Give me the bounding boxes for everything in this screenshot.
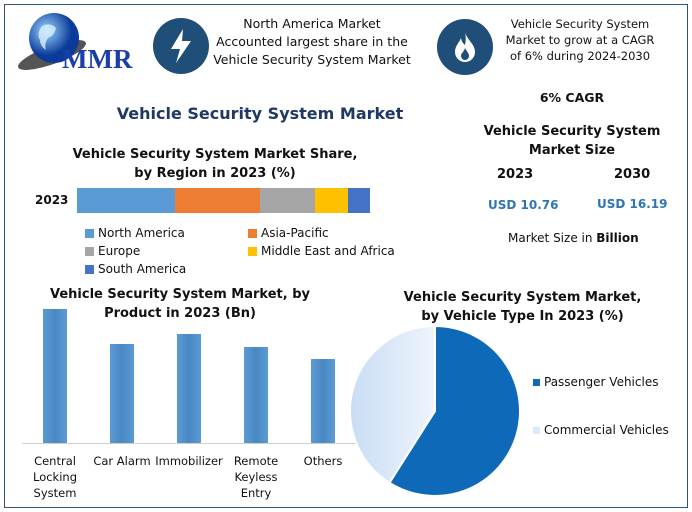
logo-text: MMR: [62, 44, 133, 74]
legend-label: Asia-Pacific: [261, 226, 329, 240]
year-2030: 2030: [614, 167, 651, 182]
year-2023: 2023: [497, 167, 534, 182]
product-tick-label: Remote Keyless Entry: [233, 454, 279, 500]
cagr-label: 6% CAGR: [539, 90, 605, 105]
flame-icon: [437, 19, 493, 75]
region-chart-title: Vehicle Security System Market Share, by…: [72, 147, 358, 181]
mmr-logo: MMR: [12, 10, 142, 75]
region-stacked-bar: [77, 188, 370, 213]
pie-legend-item: Passenger Vehicles: [533, 375, 658, 389]
legend-label: South America: [98, 262, 187, 276]
note-unit: Billion: [596, 231, 639, 245]
legend-item: Middle East and Africa: [248, 244, 395, 258]
product-chart-title: Vehicle Security System Market, by Produ…: [50, 287, 310, 321]
highlight-cagr: Vehicle Security System Market to grow a…: [505, 17, 655, 63]
region-segment-europe: [259, 188, 315, 213]
legend-item: Europe: [85, 244, 140, 258]
highlight-north-america: North America Market Accounted largest s…: [213, 16, 411, 67]
legend-label: North America: [98, 226, 185, 240]
market-size-note: Market Size in Billion: [508, 231, 639, 245]
product-tick-label: Car Alarm: [93, 454, 151, 468]
legend-item: Asia-Pacific: [248, 226, 329, 240]
vehicle-chart-title: Vehicle Security System Market, by Vehic…: [403, 290, 642, 324]
legend-label: Commercial Vehicles: [544, 423, 669, 437]
region-segment-south-america: [348, 188, 370, 213]
product-tick-label: Central Locking System: [32, 454, 77, 500]
product-bar: [311, 358, 335, 443]
product-bar: [43, 309, 67, 443]
region-segment-asia-pacific: [174, 188, 260, 213]
region-segment-north-america: [77, 188, 175, 213]
value-2030: USD 16.19: [597, 197, 668, 211]
product-axis-line: [22, 443, 357, 444]
main-title: Vehicle Security System Market: [116, 104, 404, 123]
lightning-icon: [153, 18, 209, 74]
product-tick-label: Immobilizer: [155, 454, 223, 468]
value-2023: USD 10.76: [488, 198, 559, 212]
legend-item: North America: [85, 226, 185, 240]
note-prefix: Market Size in: [508, 231, 597, 245]
globe-icon: [18, 13, 86, 70]
legend-swatch: [85, 264, 94, 274]
pie-slice-commercial-vehicles: [349, 324, 436, 485]
legend-swatch: [533, 426, 540, 434]
legend-label: Europe: [98, 244, 141, 258]
region-year-label: 2023: [35, 193, 69, 207]
product-bar: [177, 334, 201, 443]
market-size-title: Vehicle Security System Market Size: [483, 124, 661, 158]
legend-label: Passenger Vehicles: [544, 375, 659, 389]
legend-swatch: [533, 378, 540, 386]
pie-slice-passenger-vehicles: [388, 324, 521, 497]
legend-swatch: [248, 246, 257, 256]
region-segment-middle-east-and-africa: [314, 188, 348, 213]
product-tick-label: Others: [303, 454, 343, 468]
infographic-frame: [4, 4, 688, 508]
legend-swatch: [85, 228, 94, 238]
vehicle-pie-chart: [349, 324, 521, 497]
product-bar: [110, 343, 134, 443]
product-bar: [244, 346, 268, 443]
legend-item: South America: [85, 262, 186, 276]
legend-swatch: [248, 228, 257, 238]
pie-legend-item: Commercial Vehicles: [533, 423, 669, 437]
legend-label: Middle East and Africa: [261, 244, 395, 258]
legend-swatch: [85, 246, 94, 256]
